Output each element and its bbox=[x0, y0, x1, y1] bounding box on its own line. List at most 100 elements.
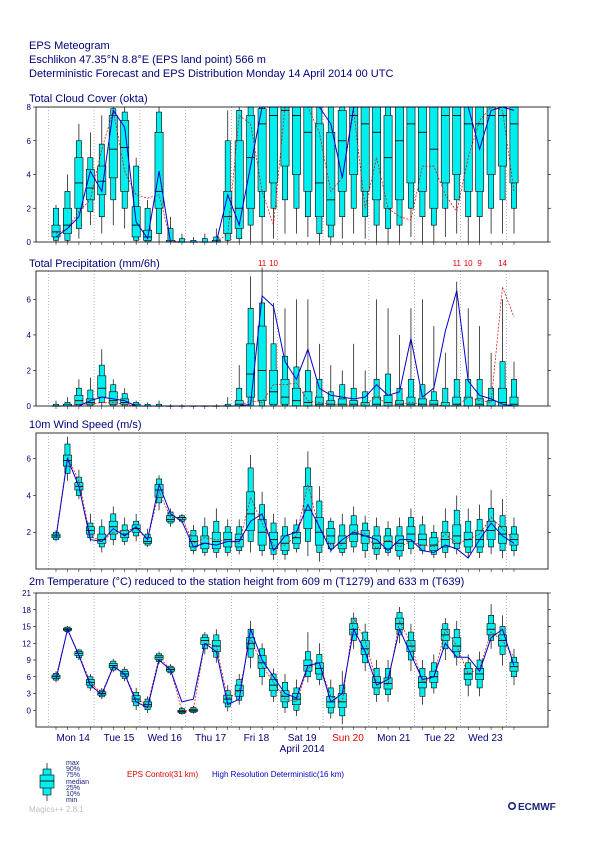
eps-box bbox=[337, 106, 347, 239]
eps-box bbox=[269, 513, 278, 560]
p25-p75-box bbox=[349, 400, 359, 407]
eps-box bbox=[154, 107, 164, 242]
eps-box bbox=[326, 517, 336, 553]
legend-p25-p75-box bbox=[39, 774, 55, 789]
p25-p75-box bbox=[246, 115, 256, 209]
eps-box bbox=[292, 106, 301, 234]
eps-box bbox=[51, 204, 61, 242]
eps-box bbox=[440, 352, 450, 407]
eps-box bbox=[406, 106, 416, 237]
eps-box bbox=[280, 106, 290, 234]
eps-box bbox=[108, 107, 118, 226]
p25-p75-box bbox=[486, 106, 496, 175]
p25-p75-box bbox=[303, 391, 313, 407]
eps-box bbox=[63, 397, 72, 407]
p25-p75-box bbox=[475, 398, 485, 407]
y-tick-label: 15 bbox=[22, 623, 31, 632]
eps-box bbox=[372, 106, 381, 242]
overflow-annotation: 10 bbox=[464, 259, 473, 268]
software-credit: Magics++ 2.8.1 bbox=[29, 805, 84, 814]
legend-label: median bbox=[66, 779, 89, 786]
eps-box bbox=[372, 517, 381, 560]
p25-p75-box bbox=[280, 379, 290, 405]
overflow-annotation: 10 bbox=[269, 259, 278, 268]
overflow-annotation: 9 bbox=[477, 259, 482, 268]
eps-box bbox=[498, 106, 507, 234]
y-tick-label: 0 bbox=[27, 706, 32, 715]
p25-p75-box bbox=[63, 207, 72, 234]
eps-box bbox=[257, 267, 267, 407]
day-label: Fri 18 bbox=[244, 733, 270, 744]
eps-box bbox=[475, 106, 485, 242]
eps-box bbox=[395, 517, 404, 560]
eps-box bbox=[360, 515, 370, 558]
p25-p75-box bbox=[97, 533, 107, 544]
p25-p75-box bbox=[383, 535, 393, 550]
eps-box bbox=[452, 495, 462, 555]
p25-p75-box bbox=[498, 526, 507, 544]
p25-p75-box bbox=[509, 106, 519, 184]
p25-p75-box bbox=[372, 535, 381, 550]
p25-p75-box bbox=[257, 325, 267, 401]
p25-p75-box bbox=[292, 106, 301, 175]
eps-box bbox=[234, 107, 244, 242]
p25-p75-box bbox=[200, 535, 210, 550]
eps-box bbox=[440, 618, 450, 660]
eps-box bbox=[303, 106, 313, 237]
legend-label: 10% bbox=[66, 791, 80, 798]
panel-3: 10m Wind Speed (m/s) 2 4 6 bbox=[27, 419, 551, 572]
eps-box bbox=[326, 106, 336, 242]
eps-box bbox=[383, 308, 393, 407]
day-label: Mon 21 bbox=[377, 733, 411, 744]
eps-box bbox=[498, 299, 507, 407]
eps-box bbox=[337, 370, 347, 407]
eps-box bbox=[509, 361, 519, 407]
legend-hires: High Resolution Deterministic(16 km) bbox=[212, 770, 344, 779]
day-label: Thu 17 bbox=[195, 733, 227, 744]
forecast-subtitle: Deterministic Forecast and EPS Distribut… bbox=[29, 68, 394, 80]
p25-p75-box bbox=[303, 106, 313, 192]
meteogram-title: EPS Meteogram bbox=[29, 40, 110, 52]
eps-box bbox=[326, 679, 336, 719]
y-tick-label: 4 bbox=[27, 331, 32, 340]
panel-frame bbox=[35, 592, 549, 728]
eps-box bbox=[417, 106, 427, 242]
eps-box bbox=[131, 687, 141, 711]
eps-box bbox=[200, 233, 210, 243]
p25-p75-box bbox=[223, 191, 233, 234]
eps-box bbox=[349, 106, 359, 234]
p25-p75-box bbox=[452, 106, 462, 175]
eps-box bbox=[475, 326, 485, 407]
p25-p75-box bbox=[108, 115, 118, 179]
p25-p75-box bbox=[372, 106, 381, 201]
logo-mark bbox=[507, 801, 516, 810]
panel-frame bbox=[35, 432, 549, 570]
eps-box bbox=[440, 508, 450, 558]
eps-box bbox=[360, 106, 370, 239]
p25-p75-box bbox=[429, 537, 439, 551]
logo-text: ECMWF bbox=[518, 802, 556, 813]
day-label: Mon 14 bbox=[56, 733, 90, 744]
eps-box bbox=[372, 299, 381, 407]
p25-p75-box bbox=[326, 400, 336, 407]
eps-box bbox=[349, 506, 359, 553]
panel-4: 2m Temperature (°C) reduced to the stati… bbox=[22, 576, 551, 730]
eps-box bbox=[166, 216, 175, 243]
p25-p75-box bbox=[314, 123, 324, 217]
control-series-line bbox=[55, 616, 515, 712]
p25-p75-box bbox=[303, 485, 313, 529]
eps-box bbox=[51, 400, 61, 407]
eps-box bbox=[257, 643, 267, 686]
eps-box bbox=[280, 308, 290, 407]
eps-box bbox=[120, 107, 130, 229]
eps-box bbox=[417, 660, 427, 705]
p25-p75-box bbox=[417, 398, 427, 407]
p10-p90-box bbox=[201, 238, 208, 243]
overflow-annotation: 14 bbox=[498, 259, 507, 268]
p25-p75-box bbox=[292, 387, 301, 407]
eps-box bbox=[108, 379, 118, 407]
eps-box bbox=[234, 365, 244, 407]
eps-box bbox=[463, 654, 473, 697]
